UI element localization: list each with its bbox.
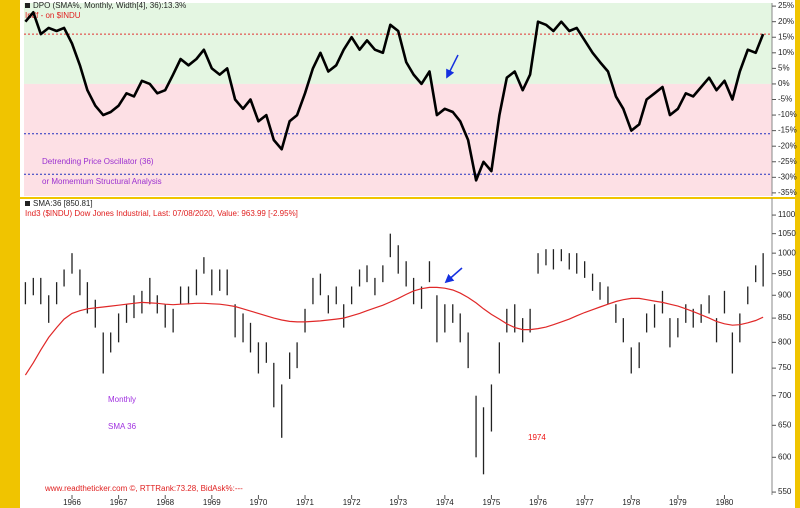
x-tick-label: 1979 (669, 498, 687, 507)
x-tick-label: 1976 (529, 498, 547, 507)
x-tick-label: 1978 (622, 498, 640, 507)
y-tick-label: -25% (778, 157, 797, 166)
title-icon (25, 3, 30, 8)
arrow (446, 54, 459, 79)
panel-title: SMA:36 [850.81] (33, 199, 93, 208)
y-tick-label: 600 (778, 452, 792, 461)
negative-band (24, 83, 772, 196)
x-tick-label: 1975 (483, 498, 501, 507)
plots: 25% 20% 15% 10% 5% 0% -5% -10% -15% -20% -25% -30% -… (24, 1, 797, 507)
x-tick-label: 1966 (63, 498, 81, 507)
y-tick-label: 850 (778, 313, 792, 322)
annotation: SMA 36 (108, 422, 137, 431)
panel-title: DPO (SMA%, Monthly, Width[4], 36):13.3% (33, 1, 186, 10)
x-tick-label: 1971 (296, 498, 314, 507)
y-tick-label: 25% (778, 1, 794, 10)
panel-subtitle: Indf - on $INDU (25, 11, 81, 20)
y-tick-label: 900 (778, 290, 792, 299)
title-icon (25, 201, 30, 206)
y-tick-label: 1100 (778, 210, 796, 219)
y-tick-label: -15% (778, 126, 797, 135)
sma-line (24, 286, 764, 376)
y-tick-label: -20% (778, 141, 797, 150)
panel-subtitle: Ind3 ($INDU) Dow Jones Industrial, Last:… (25, 209, 298, 218)
annotation: Detrending Price Oscillator (36) (42, 157, 154, 166)
y-tick-label: 15% (778, 32, 794, 41)
x-tick-label: 1973 (389, 498, 407, 507)
x-tick-label: 1970 (250, 498, 268, 507)
y-tick-label: 10% (778, 48, 794, 57)
x-tick-label: 1977 (576, 498, 594, 507)
y-tick-label: 5% (778, 63, 790, 72)
positive-band (24, 3, 772, 84)
annotation: 1974 (528, 433, 546, 442)
y-tick-label: 700 (778, 391, 792, 400)
y-tick-label: -35% (778, 188, 797, 197)
x-tick-label: 1967 (110, 498, 128, 507)
annotation: Monthly (108, 395, 136, 404)
y-tick-label: 1050 (778, 229, 796, 238)
bottom-panel (20, 199, 795, 508)
x-tick-label: 1972 (343, 498, 361, 507)
y-tick-label: 1000 (778, 248, 796, 257)
y-tick-label: -5% (778, 95, 792, 104)
x-tick-label: 1968 (156, 498, 174, 507)
annotation: or Momemtum Structural Analysis (42, 177, 162, 186)
y-tick-label: 950 (778, 269, 792, 278)
arrow (444, 267, 463, 284)
dpo-line (24, 11, 765, 182)
y-tick-label: 0% (778, 79, 790, 88)
y-tick-label: 550 (778, 487, 792, 496)
y-tick-label: 20% (778, 17, 794, 26)
y-tick-label: -30% (778, 172, 797, 181)
y-tick-label: 800 (778, 337, 792, 346)
x-tick-label: 1980 (716, 498, 734, 507)
y-tick-label: -10% (778, 110, 797, 119)
y-tick-label: 750 (778, 363, 792, 372)
x-tick-label: 1969 (203, 498, 221, 507)
footer: www.readtheticker.com ©, RTTRank:73.28, … (44, 484, 243, 493)
x-tick-label: 1974 (436, 498, 454, 507)
y-tick-label: 650 (778, 420, 792, 429)
